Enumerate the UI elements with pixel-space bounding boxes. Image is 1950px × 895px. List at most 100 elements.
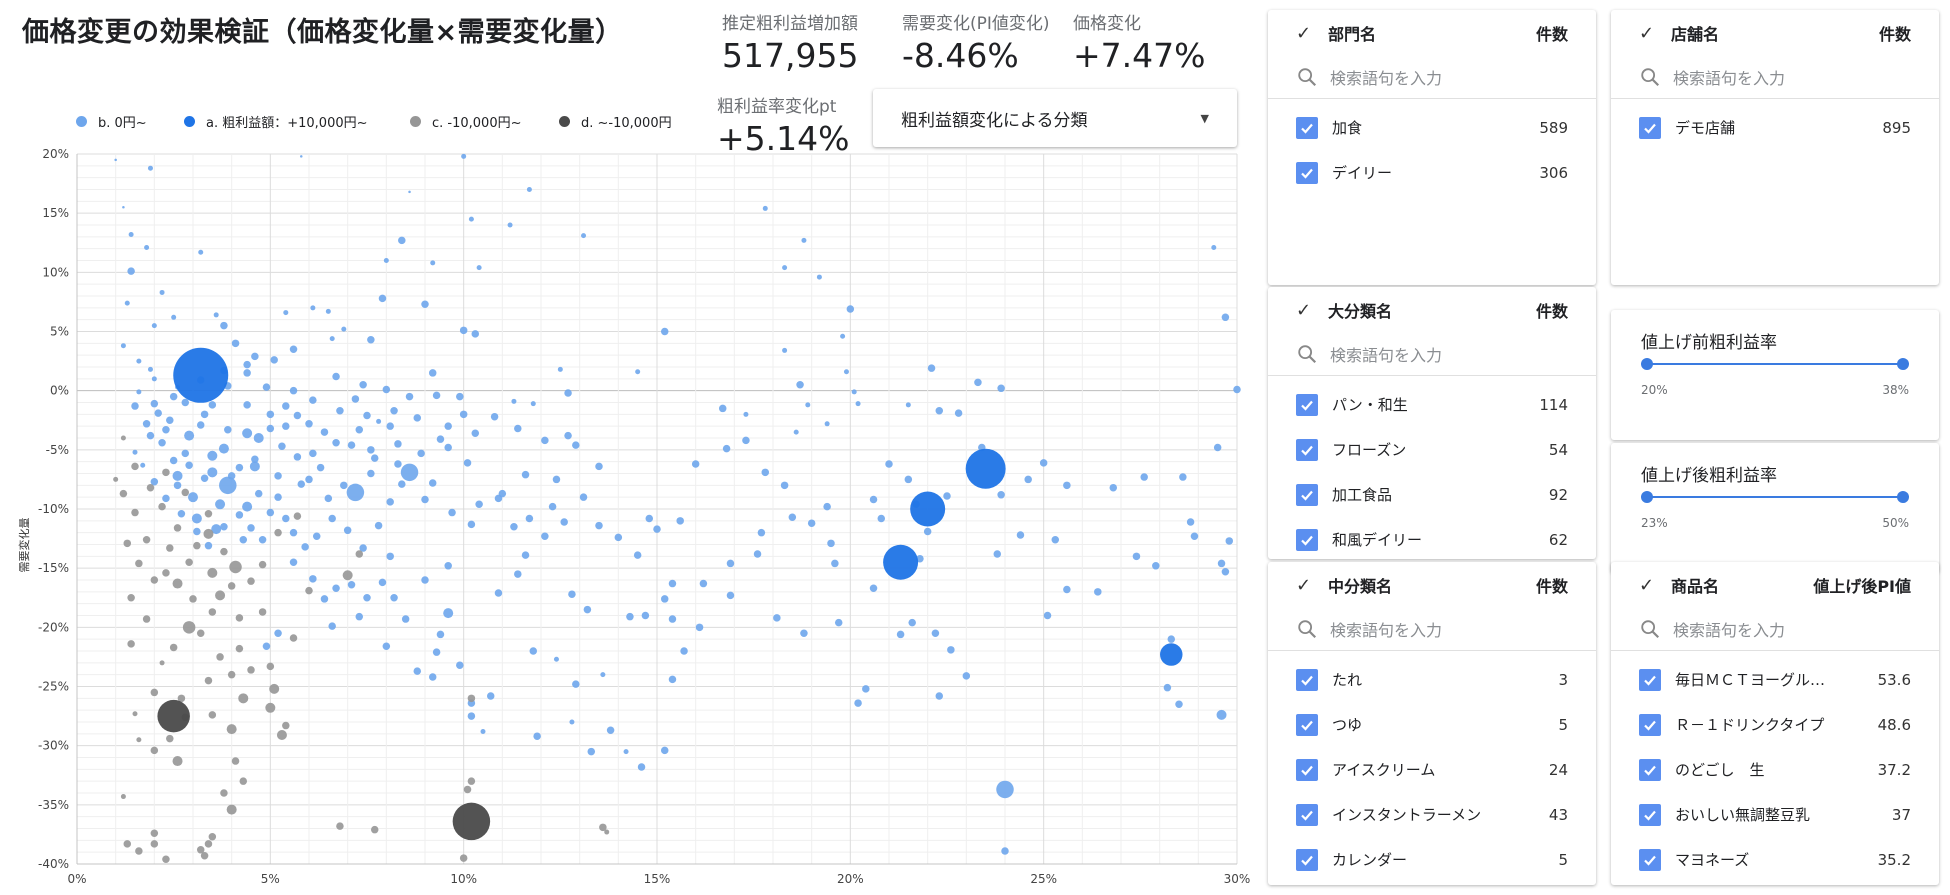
data-point	[1163, 683, 1172, 692]
data-point	[793, 429, 799, 435]
data-point	[1152, 562, 1160, 570]
slider-min-handle[interactable]	[1641, 491, 1653, 503]
filter-item[interactable]: Ｒ－１ドリンクタイプ 48.6	[1611, 702, 1939, 747]
legend-item-b[interactable]: b. 0円~	[76, 112, 147, 131]
filter-search-input[interactable]: 検索語句を入力	[1611, 56, 1939, 99]
data-point	[668, 615, 677, 623]
checkbox-checked-icon[interactable]	[1296, 116, 1318, 139]
data-point	[198, 249, 204, 255]
data-point	[243, 369, 251, 377]
data-point	[142, 615, 151, 623]
legend-dot-icon	[76, 116, 87, 127]
slider-max-handle[interactable]	[1897, 491, 1909, 503]
select-all-check-icon[interactable]: ✓	[1639, 22, 1655, 44]
filter-item[interactable]: 加食 589	[1268, 105, 1596, 150]
data-point	[1043, 611, 1052, 620]
data-point	[405, 392, 414, 401]
filter-item[interactable]: のどごし 生 37.2	[1611, 747, 1939, 792]
checkbox-checked-icon[interactable]	[1296, 803, 1318, 826]
legend-item-c[interactable]: c. -10,000円~	[410, 112, 521, 131]
filter-item[interactable]: フローズン 54	[1268, 427, 1596, 472]
checkbox-checked-icon[interactable]	[1296, 393, 1318, 416]
filter-item[interactable]: デモ店舗 895	[1611, 105, 1939, 150]
data-point	[282, 721, 290, 730]
checkbox-checked-icon[interactable]	[1639, 116, 1661, 139]
filter-search-input[interactable]: 検索語句を入力	[1268, 333, 1596, 376]
data-point	[132, 449, 138, 455]
data-point	[463, 459, 472, 467]
filter-item[interactable]: たれ 3	[1268, 657, 1596, 702]
data-point	[169, 392, 178, 401]
checkbox-checked-icon[interactable]	[1639, 848, 1661, 871]
data-point	[181, 398, 190, 407]
checkbox-checked-icon[interactable]	[1296, 668, 1318, 691]
data-point	[231, 339, 240, 348]
checkbox-checked-icon[interactable]	[1296, 713, 1318, 736]
legend-item-d[interactable]: d. ~-10,000円	[559, 112, 672, 131]
filter-item[interactable]: 毎日ＭＣＴヨーグル… 53.6	[1611, 657, 1939, 702]
checkbox-checked-icon[interactable]	[1296, 161, 1318, 184]
data-point	[213, 312, 219, 318]
data-point	[572, 441, 580, 449]
filter-item[interactable]: カレンダー 5	[1268, 837, 1596, 882]
select-all-check-icon[interactable]: ✓	[1296, 574, 1312, 596]
checkbox-checked-icon[interactable]	[1296, 438, 1318, 461]
data-point	[226, 804, 237, 815]
filter-item-count: 5	[1558, 715, 1568, 734]
checkbox-checked-icon[interactable]	[1296, 483, 1318, 506]
slider-min-handle[interactable]	[1641, 358, 1653, 370]
filter-item[interactable]: アイスクリーム 24	[1268, 747, 1596, 792]
filter-item[interactable]: つゆ 5	[1268, 702, 1596, 747]
filter-search-input[interactable]: 検索語句を入力	[1268, 608, 1596, 651]
slider-max-handle[interactable]	[1897, 358, 1909, 370]
data-point	[514, 424, 522, 433]
filter-item[interactable]: パン・和生 114	[1268, 382, 1596, 427]
data-point	[262, 383, 271, 391]
legend-item-a[interactable]: a. 粗利益額：+10,000円~	[184, 112, 368, 131]
data-point	[1039, 459, 1048, 467]
filter-panel-middle: ✓ 中分類名 件数 検索語句を入力 たれ 3 つゆ 5 アイスクリーム 24 インスタントラ…	[1268, 562, 1596, 885]
checkbox-checked-icon[interactable]	[1296, 848, 1318, 871]
data-point	[569, 719, 575, 725]
checkbox-checked-icon[interactable]	[1296, 528, 1318, 551]
select-all-check-icon[interactable]: ✓	[1296, 299, 1312, 321]
data-point	[604, 829, 610, 835]
filter-item[interactable]: マヨネーズ 35.2	[1611, 837, 1939, 882]
filter-item[interactable]: 和風デイリー 62	[1268, 517, 1596, 559]
data-point	[997, 384, 1005, 393]
checkbox-checked-icon[interactable]	[1639, 713, 1661, 736]
data-point	[207, 467, 218, 478]
y-tick-label: 20%	[42, 147, 69, 161]
filter-item[interactable]: デイリー 306	[1268, 150, 1596, 195]
data-point	[413, 667, 422, 675]
range-slider-track[interactable]	[1641, 491, 1909, 503]
filter-item[interactable]: おいしい無調整豆乳 37	[1611, 792, 1939, 837]
data-point	[204, 840, 213, 848]
data-point	[218, 443, 229, 454]
classification-dropdown[interactable]: 粗利益額変化による分類 ▼	[873, 89, 1237, 147]
data-point	[231, 757, 240, 765]
filter-item-count: 35.2	[1877, 850, 1911, 869]
checkbox-checked-icon[interactable]	[1639, 758, 1661, 781]
select-all-check-icon[interactable]: ✓	[1296, 22, 1312, 44]
select-all-check-icon[interactable]: ✓	[1639, 574, 1655, 596]
kpi-label: 需要変化(PI値変化)	[902, 14, 1050, 34]
filter-search-input[interactable]: 検索語句を入力	[1611, 608, 1939, 651]
data-point	[305, 475, 313, 484]
data-point	[456, 661, 464, 669]
data-point	[726, 591, 735, 600]
checkbox-checked-icon[interactable]	[1639, 668, 1661, 691]
data-point	[993, 550, 1002, 558]
data-point	[220, 523, 228, 531]
checkbox-checked-icon[interactable]	[1296, 758, 1318, 781]
filter-item[interactable]: 加工食品 92	[1268, 472, 1596, 517]
data-point	[965, 448, 1006, 489]
range-slider-track[interactable]	[1641, 358, 1909, 370]
checkbox-checked-icon[interactable]	[1639, 803, 1661, 826]
data-point	[235, 463, 244, 472]
data-point	[583, 605, 592, 614]
filter-search-input[interactable]: 検索語句を入力	[1268, 56, 1596, 99]
legend-dot-icon	[410, 116, 421, 127]
filter-item[interactable]: インスタントラーメン 43	[1268, 792, 1596, 837]
data-point	[1190, 532, 1199, 540]
